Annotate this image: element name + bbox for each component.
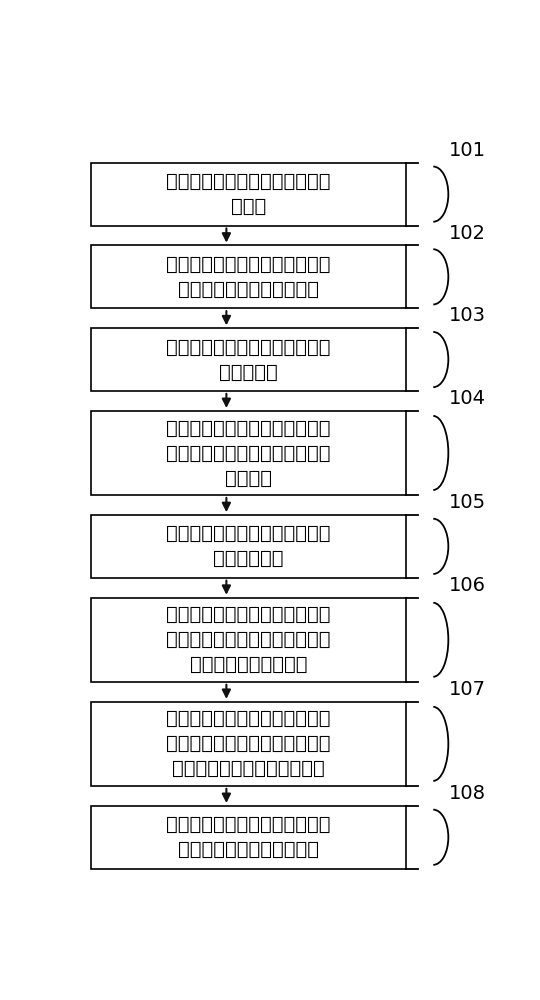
Text: 107: 107 xyxy=(449,680,485,699)
Text: 105: 105 xyxy=(449,493,486,512)
Text: 根据牙齿特征点，生成每颗牙齿
的方向包围盒: 根据牙齿特征点，生成每颗牙齿 的方向包围盒 xyxy=(166,524,331,568)
Text: 获取数据特征点，数据特征点包
括头骨特征点和牙齿特征点: 获取数据特征点，数据特征点包 括头骨特征点和牙齿特征点 xyxy=(166,255,331,299)
Text: 102: 102 xyxy=(449,224,485,243)
Text: 101: 101 xyxy=(449,141,485,160)
Bar xyxy=(91,702,407,786)
Text: 按照每颗牙齿的方向包围盒，在
期望正畸牙列的牙齿上设置托槽
，生成带托槽的期望正畸牙列: 按照每颗牙齿的方向包围盒，在 期望正畸牙列的牙齿上设置托槽 ，生成带托槽的期望正… xyxy=(166,709,331,778)
Bar xyxy=(91,411,407,495)
Text: 108: 108 xyxy=(449,784,485,803)
Text: 106: 106 xyxy=(449,576,485,595)
Text: 103: 103 xyxy=(449,306,485,325)
Text: 根据带托槽的期望正畸牙列，生
成转移托盘三维数字化模型: 根据带托槽的期望正畸牙列，生 成转移托盘三维数字化模型 xyxy=(166,815,331,859)
Bar xyxy=(91,245,407,308)
Text: 获取带牙根的原始牙列数据和头
骨数据: 获取带牙根的原始牙列数据和头 骨数据 xyxy=(166,172,331,216)
Bar xyxy=(91,598,407,682)
Bar xyxy=(91,328,407,391)
Bar xyxy=(91,515,407,578)
Text: 104: 104 xyxy=(449,389,485,408)
Text: 根据牙齿特征点和头骨侧方位头
影图像，生成咬合面以及上下颌
排牙弓线: 根据牙齿特征点和头骨侧方位头 影图像，生成咬合面以及上下颌 排牙弓线 xyxy=(166,418,331,487)
Text: 根据头骨特征点，生成头骨侧方
位头影图像: 根据头骨特征点，生成头骨侧方 位头影图像 xyxy=(166,338,331,382)
Text: 按照每颗牙齿的方向包围盒，根
据预置正畸规则，进行自动化排
牙，生成期望正畸牙列: 按照每颗牙齿的方向包围盒，根 据预置正畸规则，进行自动化排 牙，生成期望正畸牙列 xyxy=(166,605,331,674)
Bar xyxy=(91,163,407,226)
Bar xyxy=(91,806,407,869)
